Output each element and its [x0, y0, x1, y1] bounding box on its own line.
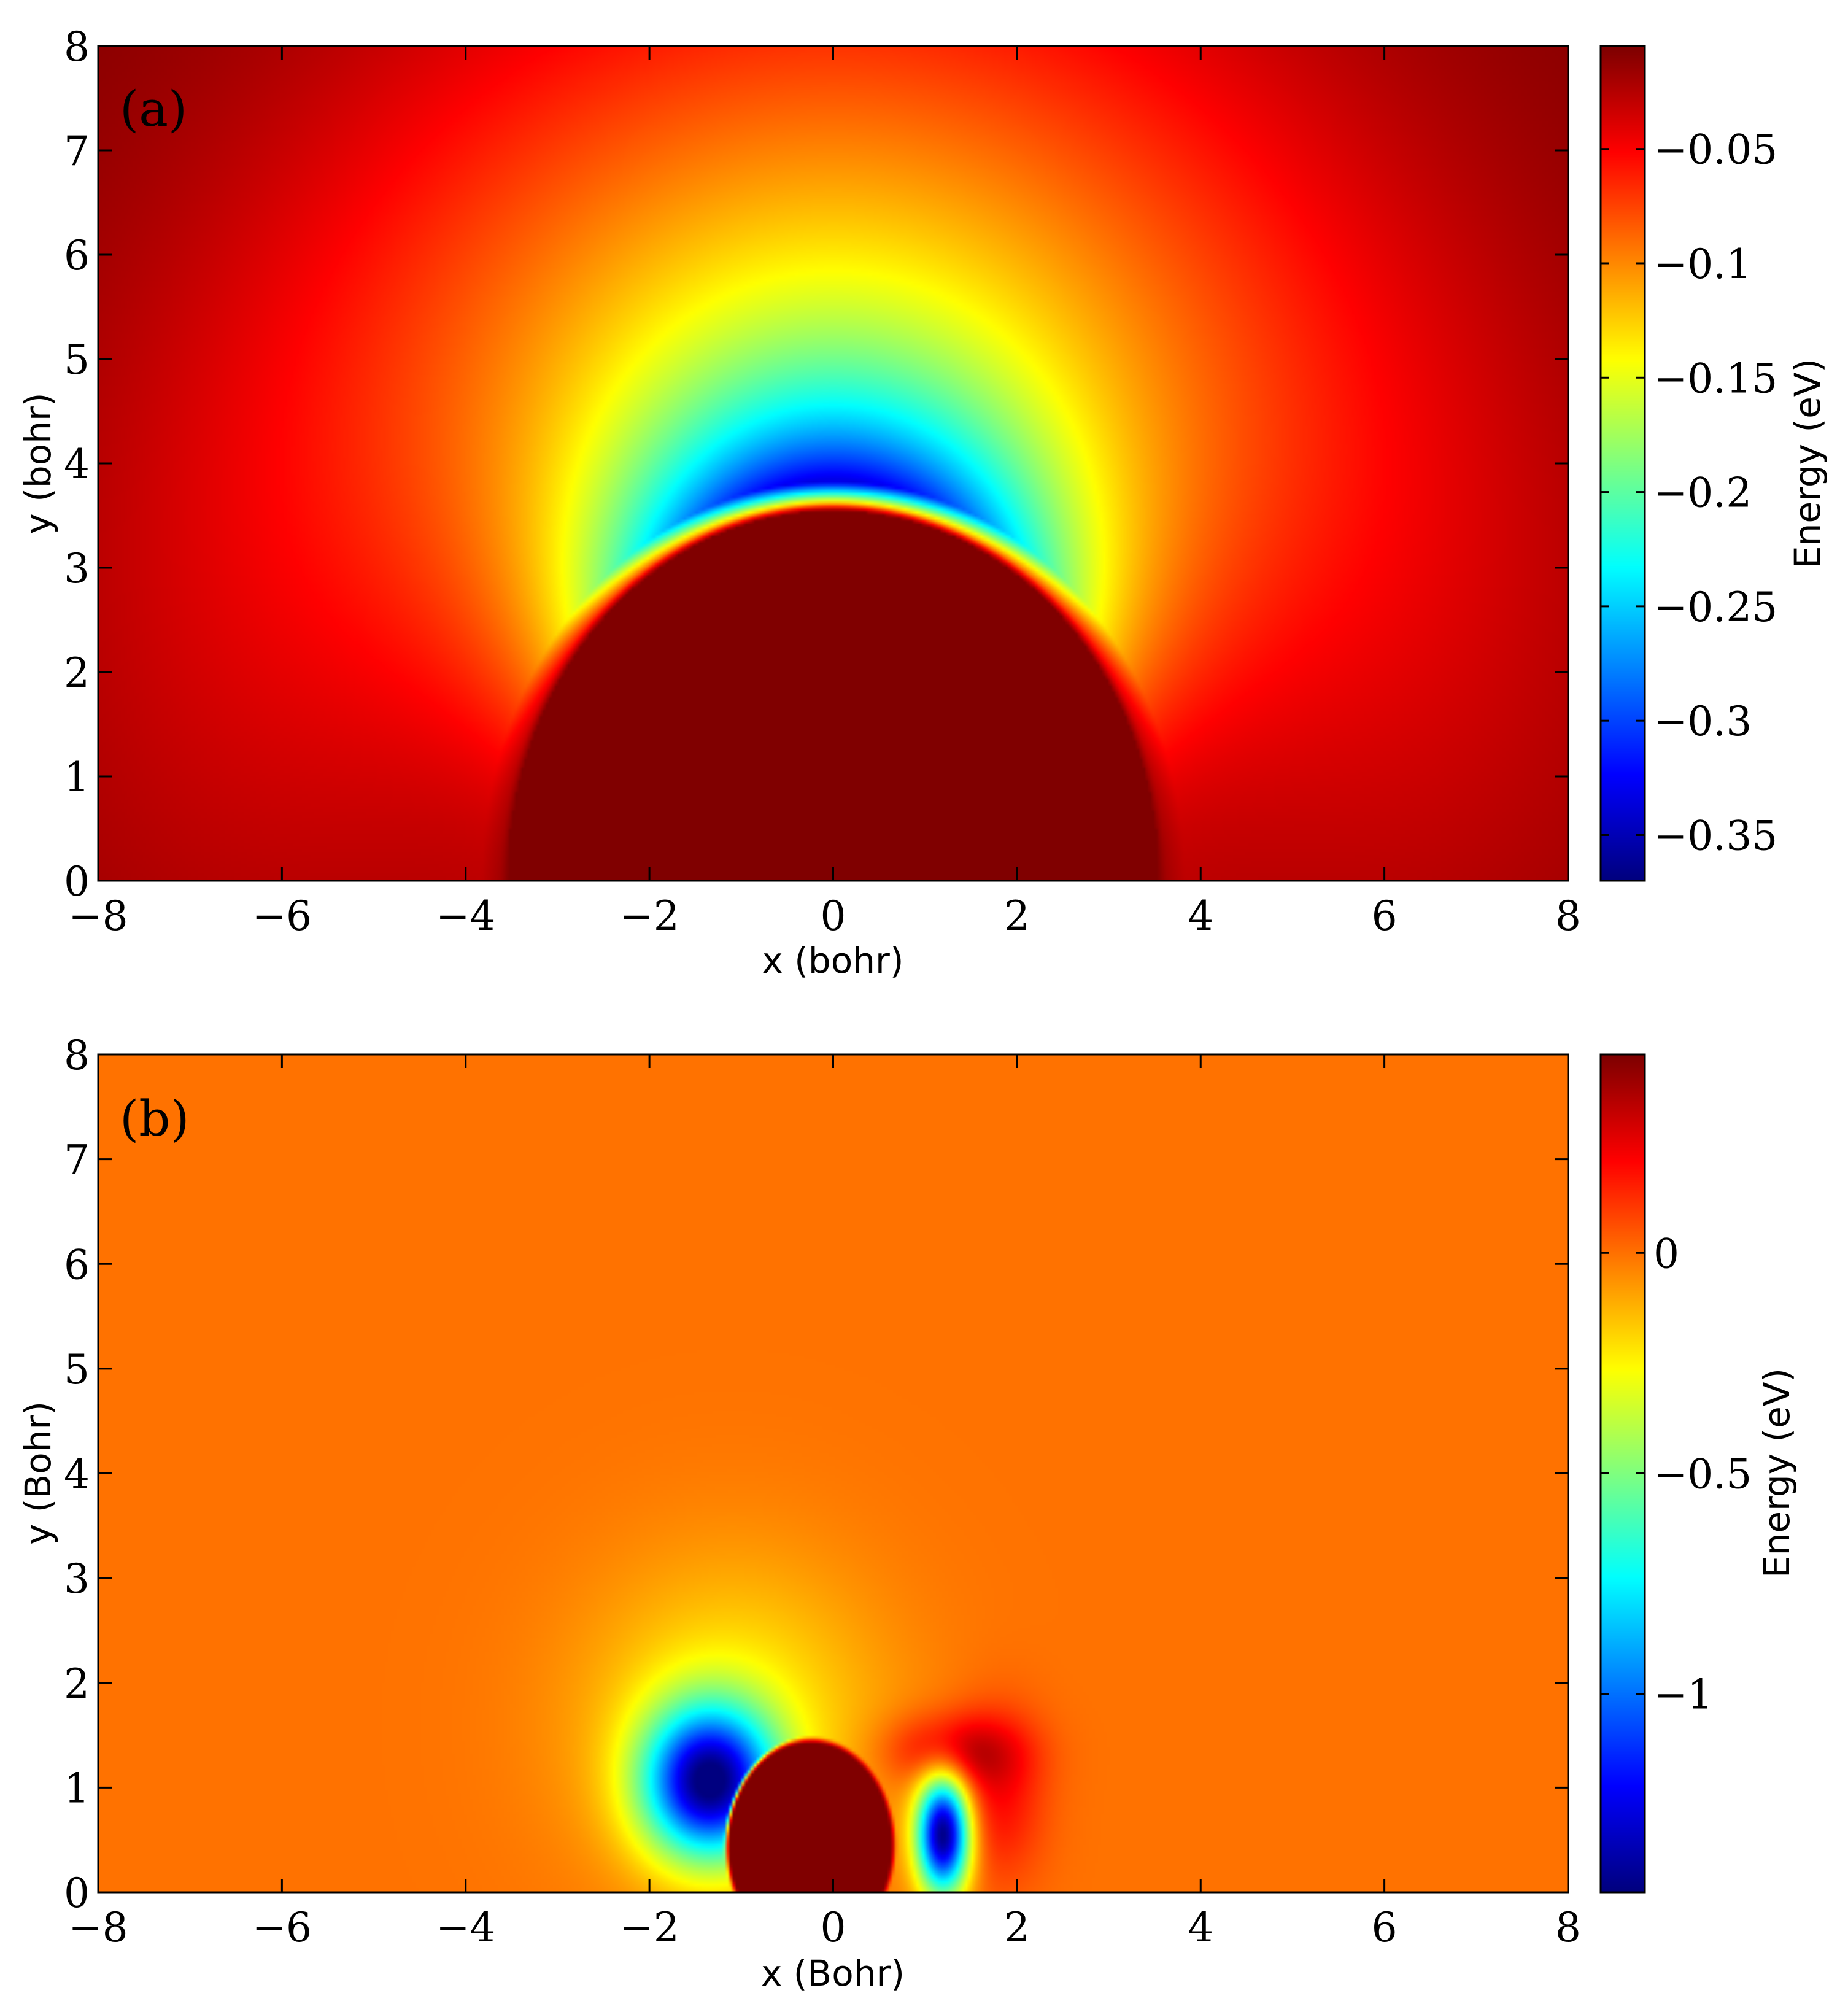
- panel-b-xtick-label: −2: [619, 1904, 679, 1951]
- panel-b-xtick-label: −8: [68, 1904, 128, 1951]
- panel-b-ytick-label: 4: [64, 1451, 90, 1498]
- panel-a-yticks: 0 1 2 3 4 5 6 7 8: [64, 23, 1568, 905]
- panel-b-ytick-label: 8: [64, 1032, 90, 1079]
- panel-a-colorbar-tick-label: −0.15: [1653, 355, 1777, 402]
- panel-a-xtick-label: 4: [1188, 892, 1213, 940]
- panel-b-ytick-label: 2: [64, 1660, 90, 1708]
- panel-b-ytick-label: 1: [64, 1765, 90, 1812]
- panel-a-xtick-label: −6: [252, 892, 312, 940]
- panel-b-xlabel: x (Bohr): [761, 1952, 905, 1994]
- panel-b-colorbar-tick-label: 0: [1653, 1230, 1679, 1277]
- panel-a-ytick-label: 8: [64, 23, 90, 71]
- panel-a-ytick-label: 2: [64, 649, 90, 697]
- panel-b-xtick-label: −6: [252, 1904, 312, 1951]
- panel-b-colorbar-label: Energy (eV): [1756, 1368, 1798, 1578]
- panel-b-ytick-label: 6: [64, 1241, 90, 1288]
- panel-a-xtick-label: −2: [619, 892, 679, 940]
- panel-b-colorbar-ticks: 0 −0.5 −1: [1601, 1230, 1752, 1719]
- panel-b-colorbar-tick-label: −0.5: [1653, 1451, 1752, 1498]
- panel-b-ytick-label: 3: [64, 1555, 90, 1603]
- panel-b-xtick-label: 6: [1372, 1904, 1398, 1951]
- panel-a-ytick-label: 4: [64, 441, 90, 488]
- panel-b: (b) −8 −6 −4 −2 0 2 4 6 8 0 1 2 3 4 5 6 7 8 x (Bohr) y (…: [17, 1032, 1798, 1994]
- panel-b-yticks: 0 1 2 3 4 5 6 7 8: [64, 1032, 1568, 1917]
- panel-b-xticks: −8 −6 −4 −2 0 2 4 6 8: [68, 1054, 1581, 1951]
- panel-a-colorbar-tick-label: −0.3: [1653, 698, 1752, 745]
- panel-b-ytick-label: 5: [64, 1346, 90, 1393]
- panel-a-xtick-label: −4: [436, 892, 495, 940]
- panel-a-xticks: −8 −6 −4 −2 0 2 4 6 8: [68, 46, 1581, 940]
- panel-b-label: (b): [120, 1090, 190, 1147]
- panel-a-xtick-label: 6: [1372, 892, 1398, 940]
- panel-a-heatmap: [98, 46, 1568, 881]
- panel-a-label: (a): [120, 80, 187, 137]
- panel-a-colorbar-frame: [1599, 45, 1646, 882]
- panel-a-colorbar-tick-label: −0.25: [1653, 584, 1777, 631]
- panel-b-ytick-label: 7: [64, 1137, 90, 1184]
- panel-a-colorbar-tick-label: −0.2: [1653, 470, 1752, 517]
- panel-b-heatmap: [98, 1054, 1568, 1892]
- panel-a-colorbar-tick-label: −0.1: [1653, 241, 1752, 288]
- panel-b-xtick-label: −4: [436, 1904, 495, 1951]
- panel-a-ytick-label: 1: [64, 754, 90, 801]
- panel-a-ytick-label: 7: [64, 128, 90, 175]
- panel-b-colorbar-tick-label: −1: [1653, 1671, 1713, 1719]
- panel-b-xtick-label: 8: [1555, 1904, 1581, 1951]
- panel-b-xtick-label: 0: [821, 1904, 846, 1951]
- panel-a-ytick-label: 6: [64, 232, 90, 279]
- panel-a-colorbar-ticks: −0.05 −0.1 −0.15 −0.2 −0.25 −0.3 −0.35: [1601, 126, 1777, 859]
- panel-a-colorbar-tick-label: −0.35: [1653, 812, 1777, 859]
- panel-a-xtick-label: 2: [1004, 892, 1030, 940]
- panel-a-xtick-label: −8: [68, 892, 128, 940]
- panel-b-xtick-label: 2: [1004, 1904, 1030, 1951]
- panel-a-colorbar: [1601, 46, 1645, 881]
- panel-b-ytick-label: 0: [64, 1870, 90, 1917]
- panel-a-ytick-label: 0: [64, 858, 90, 905]
- panel-a: (a) −8 −6 −4 −2 0 2 4 6 8 0 1 2 3 4 5 6 7 8 x (bohr) y (…: [17, 23, 1828, 981]
- panel-b-ylabel: y (Bohr): [17, 1401, 59, 1545]
- panel-a-xtick-label: 8: [1555, 892, 1581, 940]
- panel-a-colorbar-label: Energy (eV): [1787, 358, 1828, 568]
- panel-a-ylabel: y (bohr): [17, 393, 59, 535]
- panel-b-xtick-label: 4: [1188, 1904, 1213, 1951]
- panel-a-ytick-label: 5: [64, 336, 90, 384]
- panel-a-xlabel: x (bohr): [762, 940, 904, 981]
- panel-a-xtick-label: 0: [821, 892, 846, 940]
- panel-a-colorbar-tick-label: −0.05: [1653, 126, 1777, 174]
- panel-a-ytick-label: 3: [64, 545, 90, 592]
